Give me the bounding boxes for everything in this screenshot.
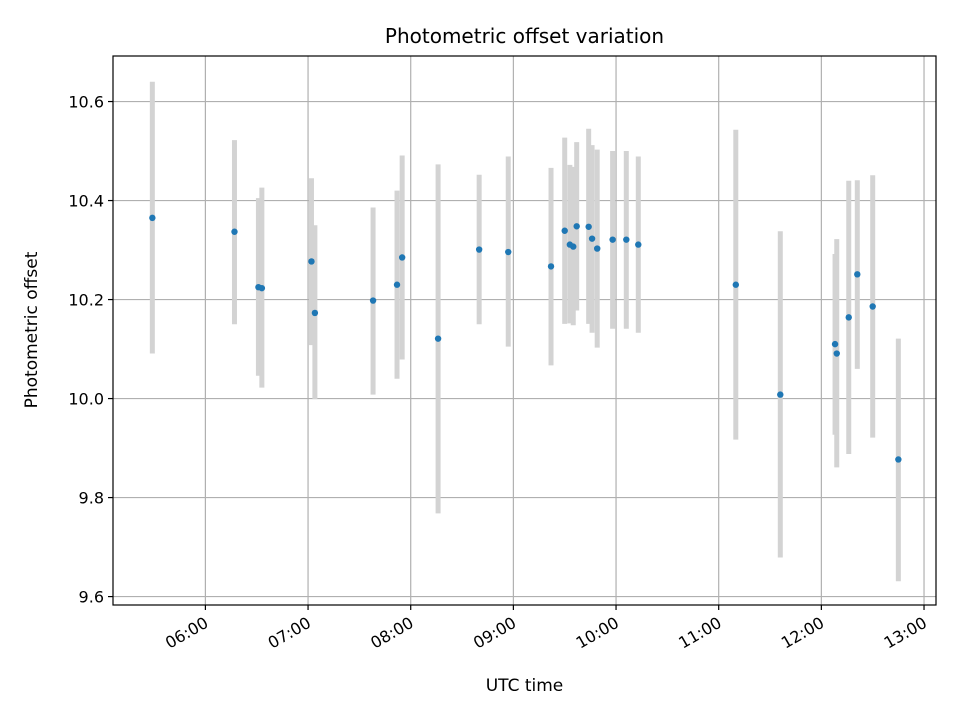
y-axis-label: Photometric offset [22, 251, 42, 408]
data-point [231, 228, 238, 235]
data-point [588, 235, 596, 242]
y-tick-label: 9.8 [79, 489, 104, 508]
y-tick-label: 10.2 [68, 291, 104, 310]
y-tick-label: 9.6 [79, 588, 104, 607]
data-points [149, 214, 902, 463]
y-axis-ticks: 9.6 9.8 10.0 10.2 10.4 10.6 [68, 93, 113, 607]
x-axis-label: UTC time [486, 676, 564, 696]
data-point [833, 350, 840, 357]
data-point [369, 297, 377, 304]
data-point [609, 236, 616, 243]
data-point [594, 245, 601, 252]
data-point [854, 271, 861, 278]
y-tick-label: 10.6 [68, 93, 104, 112]
y-tick-label: 10.0 [68, 390, 104, 409]
chart-title: Photometric offset variation [385, 24, 664, 48]
data-point [573, 223, 580, 230]
plot-frame [112, 55, 937, 606]
y-tick-label: 10.4 [68, 192, 104, 211]
data-point [149, 214, 156, 222]
data-point [258, 284, 266, 292]
data-point [311, 309, 319, 317]
data-point [831, 340, 839, 348]
data-point [635, 241, 642, 248]
data-point [869, 303, 876, 310]
data-point [570, 243, 577, 250]
data-point [398, 254, 406, 261]
data-point [393, 281, 401, 288]
data-point [777, 391, 784, 398]
data-point [845, 314, 852, 321]
data-point [505, 248, 512, 256]
plot-area [113, 56, 936, 605]
data-point [895, 456, 902, 463]
data-point [475, 246, 483, 253]
data-point [561, 227, 568, 234]
data-point [308, 258, 315, 265]
data-point [585, 223, 592, 230]
data-point [732, 281, 740, 288]
gridlines [113, 56, 936, 605]
data-point [623, 236, 630, 243]
data-point [547, 263, 555, 270]
data-point [434, 335, 442, 342]
